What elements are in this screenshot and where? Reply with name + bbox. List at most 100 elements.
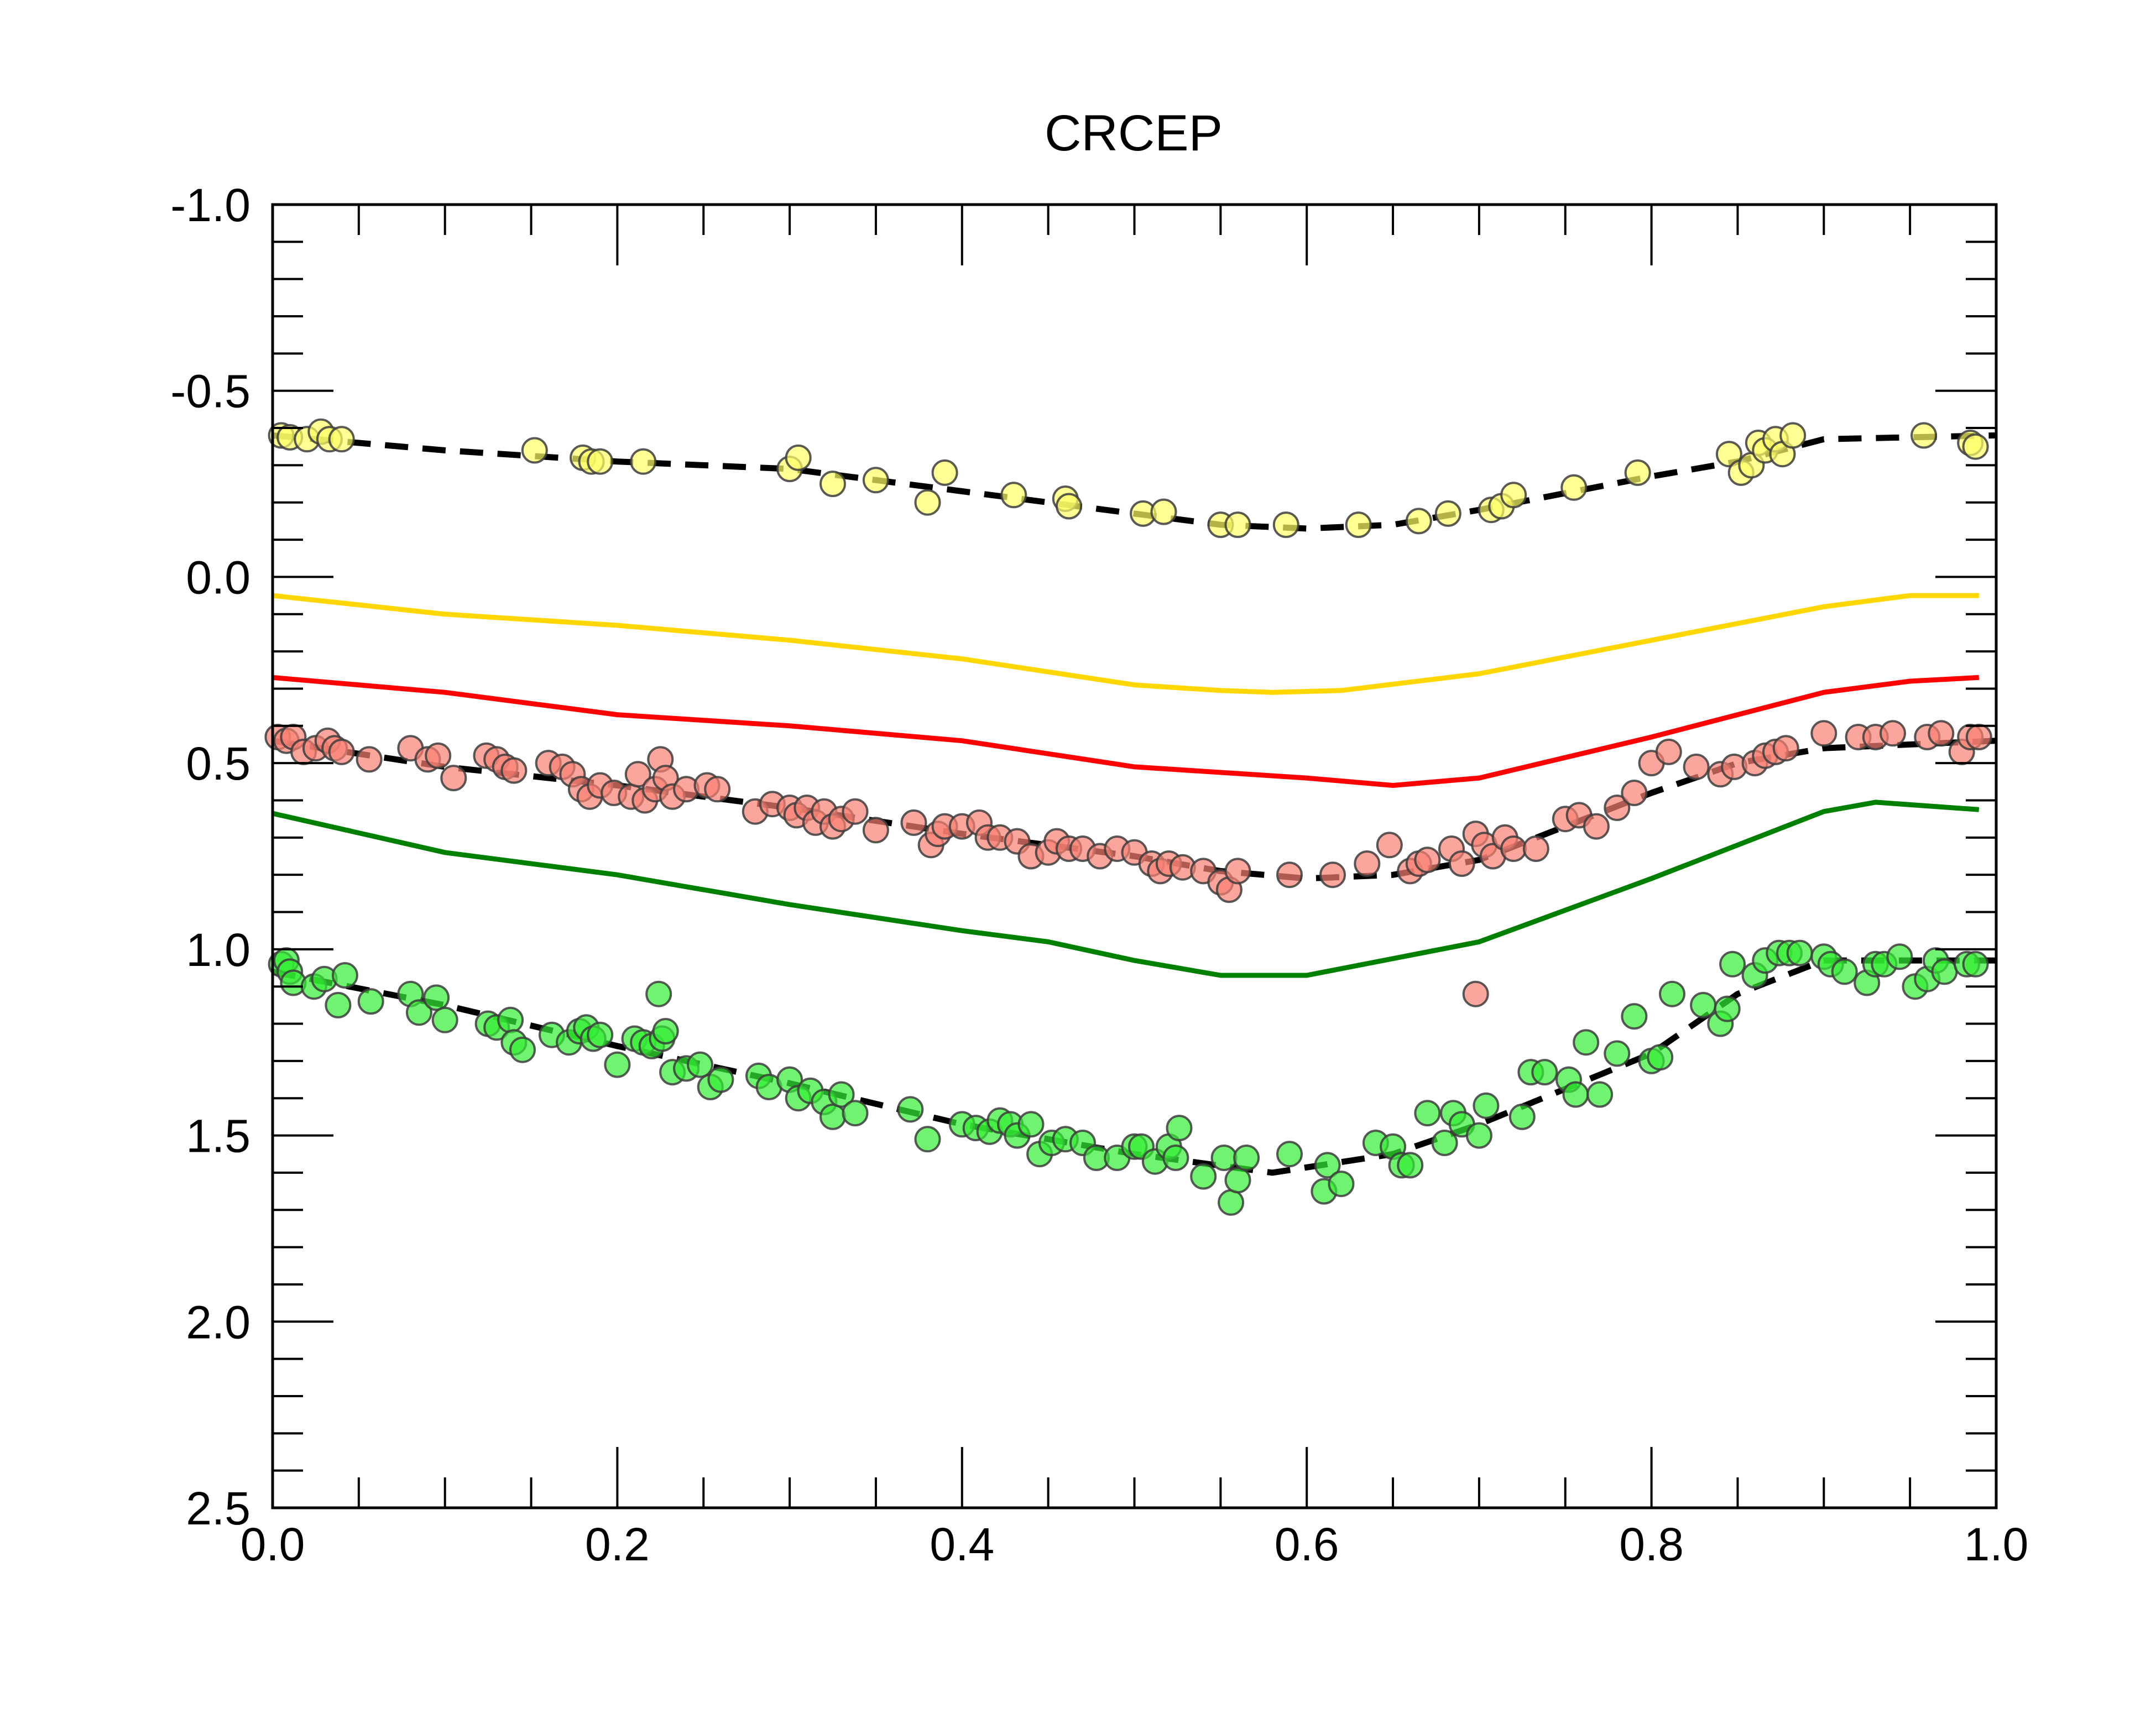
point-series-1: [1683, 753, 1710, 780]
point-series-1: [842, 798, 869, 825]
point-series-2: [1604, 1040, 1631, 1067]
point-series-0: [1345, 511, 1372, 539]
point-series-2: [687, 1051, 713, 1078]
point-series-2: [1714, 995, 1741, 1022]
x-tick-label: 0.6: [1275, 1518, 1339, 1570]
point-series-2: [497, 1006, 524, 1033]
point-series-2: [1233, 1145, 1260, 1171]
point-series-2: [587, 1021, 614, 1048]
point-series-0: [1150, 498, 1177, 525]
point-series-1: [1448, 850, 1475, 877]
curve-3: [272, 432, 1997, 532]
point-series-2: [1621, 1003, 1648, 1030]
point-series-2: [652, 1018, 679, 1044]
x-tick-label: 0.0: [241, 1518, 305, 1570]
point-series-2: [1962, 950, 1989, 978]
point-series-2: [914, 1126, 941, 1153]
point-series-1: [1376, 832, 1403, 859]
point-series-2: [1328, 1171, 1355, 1198]
point-series-2: [1414, 1100, 1441, 1127]
point-series-2: [819, 1103, 846, 1130]
point-series-0: [785, 444, 812, 471]
point-series-0: [1962, 433, 1989, 460]
point-series-1: [1604, 795, 1631, 821]
point-series-2: [1659, 980, 1685, 1007]
point-series-0: [914, 489, 941, 516]
curve-1: [272, 675, 1980, 788]
point-series-2: [1017, 1111, 1045, 1138]
point-series-2: [405, 999, 432, 1026]
y-tick-label: 0.0: [186, 551, 250, 603]
point-series-0: [1624, 459, 1651, 486]
point-series-2: [645, 980, 672, 1007]
point-series-1: [1276, 861, 1303, 889]
point-series-0: [1715, 441, 1742, 468]
point-series-0: [1560, 474, 1588, 501]
point-series-1: [1414, 847, 1441, 874]
y-tick-label: -1.0: [170, 179, 250, 231]
point-series-0: [1000, 482, 1027, 509]
point-series-0: [819, 471, 846, 498]
point-series-2: [1531, 1059, 1558, 1086]
point-series-2: [1719, 950, 1746, 978]
point-series-2: [1162, 1145, 1189, 1171]
point-series-2: [1647, 1044, 1674, 1071]
point-series-2: [604, 1051, 631, 1078]
ticks-group: [272, 203, 1997, 1509]
point-series-2: [1224, 1167, 1251, 1194]
curve-5: [272, 957, 1996, 1176]
point-series-1: [500, 757, 528, 784]
point-series-2: [1690, 991, 1717, 1018]
point-series-2: [331, 962, 358, 989]
point-series-2: [1218, 1189, 1245, 1216]
point-series-1: [1928, 720, 1955, 747]
curve-2: [272, 800, 1980, 978]
point-series-2: [423, 984, 450, 1011]
point-series-2: [897, 1096, 924, 1123]
y-tick-label: -0.5: [170, 365, 250, 417]
point-series-2: [1573, 1029, 1600, 1056]
point-series-1: [900, 809, 927, 836]
point-series-2: [357, 988, 384, 1015]
point-series-2: [1314, 1152, 1341, 1179]
point-series-1: [1621, 780, 1648, 806]
point-series-2: [1166, 1115, 1193, 1142]
point-series-2: [1831, 958, 1858, 985]
point-series-1: [862, 817, 889, 844]
tick-labels-group: 0.0 0.2 0.4 0.6 0.8 1.0 -1.0 -0.5 0.0 0.5 1.0 1.5 2.…: [170, 179, 2028, 1570]
y-tick-label: 2.0: [186, 1296, 250, 1348]
point-series-1: [1583, 813, 1610, 840]
point-series-2: [1397, 1152, 1424, 1179]
point-series-0: [1056, 493, 1083, 520]
point-series-2: [1431, 1130, 1458, 1156]
point-series-2: [1931, 958, 1958, 985]
point-series-0: [630, 448, 657, 475]
x-tick-label: 0.4: [930, 1518, 994, 1570]
y-tick-label: 1.5: [186, 1110, 250, 1162]
point-series-2: [1562, 1081, 1589, 1108]
point-series-1: [624, 761, 651, 788]
point-series-2: [1276, 1141, 1303, 1168]
point-series-0: [328, 426, 355, 453]
point-series-0: [587, 448, 614, 475]
point-series-1: [1772, 735, 1799, 762]
point-series-2: [1465, 1122, 1492, 1149]
point-series-0: [1434, 500, 1461, 527]
point-series-1: [704, 776, 731, 803]
point-series-2: [1473, 1092, 1500, 1119]
point-series-1: [1319, 861, 1346, 889]
point-series-0: [1779, 422, 1807, 449]
point-series-1: [1500, 835, 1527, 862]
point-series-0: [1224, 511, 1251, 539]
x-tick-label: 0.8: [1619, 1518, 1684, 1570]
chart-title: CRCEP: [1045, 105, 1223, 161]
point-series-2: [1210, 1145, 1238, 1171]
point-series-1: [1354, 850, 1381, 877]
y-tick-label: 2.5: [186, 1482, 250, 1534]
point-series-1: [1224, 858, 1251, 885]
point-series-0: [1405, 508, 1432, 535]
point-series-0: [1910, 422, 1938, 449]
point-series-2: [431, 1006, 458, 1033]
point-series-2: [509, 1036, 536, 1063]
x-tick-label: 0.2: [585, 1518, 650, 1570]
